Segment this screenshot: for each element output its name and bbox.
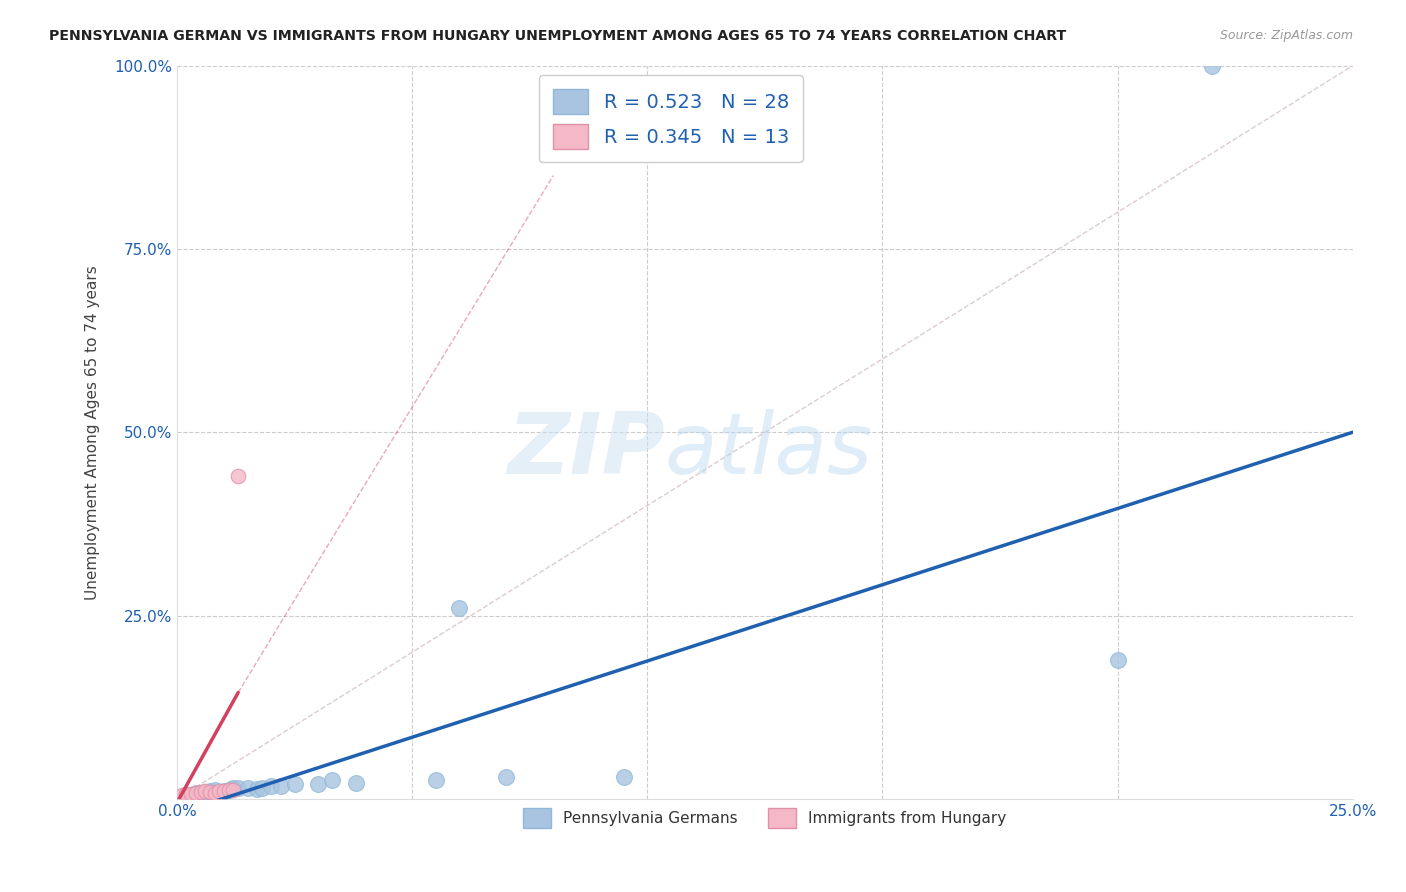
Point [1201,59,1223,73]
Point [321,773,343,788]
Point [184,786,207,800]
Text: atlas: atlas [665,409,873,492]
Point [194,787,217,801]
Point [449,601,471,615]
Point [184,786,207,800]
Text: PENNSYLVANIA GERMAN VS IMMIGRANTS FROM HUNGARY UNEMPLOYMENT AMONG AGES 65 TO 74 : PENNSYLVANIA GERMAN VS IMMIGRANTS FROM H… [49,29,1067,43]
Point [284,777,307,791]
Point [208,784,231,798]
Point [198,785,221,799]
Text: Source: ZipAtlas.com: Source: ZipAtlas.com [1219,29,1353,42]
Point [184,788,207,802]
Point [425,773,447,788]
Point [176,788,198,802]
Point [212,784,235,798]
Legend: Pennsylvania Germans, Immigrants from Hungary: Pennsylvania Germans, Immigrants from Hu… [516,800,1014,835]
Point [176,787,198,801]
Point [222,780,245,795]
Point [344,775,367,789]
Text: ZIP: ZIP [508,409,665,492]
Point [236,780,259,795]
Point [194,784,217,798]
Point [190,785,212,799]
Point [204,786,226,800]
Point [218,783,240,797]
Point [495,770,517,784]
Point [218,783,240,797]
Point [180,787,202,801]
Point [180,789,202,803]
Point [170,788,193,802]
Point [226,780,249,795]
Y-axis label: Unemployment Among Ages 65 to 74 years: Unemployment Among Ages 65 to 74 years [86,265,100,599]
Point [250,780,273,795]
Point [198,784,221,798]
Point [613,770,636,784]
Point [307,777,329,791]
Point [222,783,245,797]
Point [212,784,235,798]
Point [194,785,217,799]
Point [260,779,283,793]
Point [246,782,269,797]
Point [270,779,292,793]
Point [226,469,249,483]
Point [190,788,212,802]
Point [1107,652,1129,666]
Point [204,783,226,797]
